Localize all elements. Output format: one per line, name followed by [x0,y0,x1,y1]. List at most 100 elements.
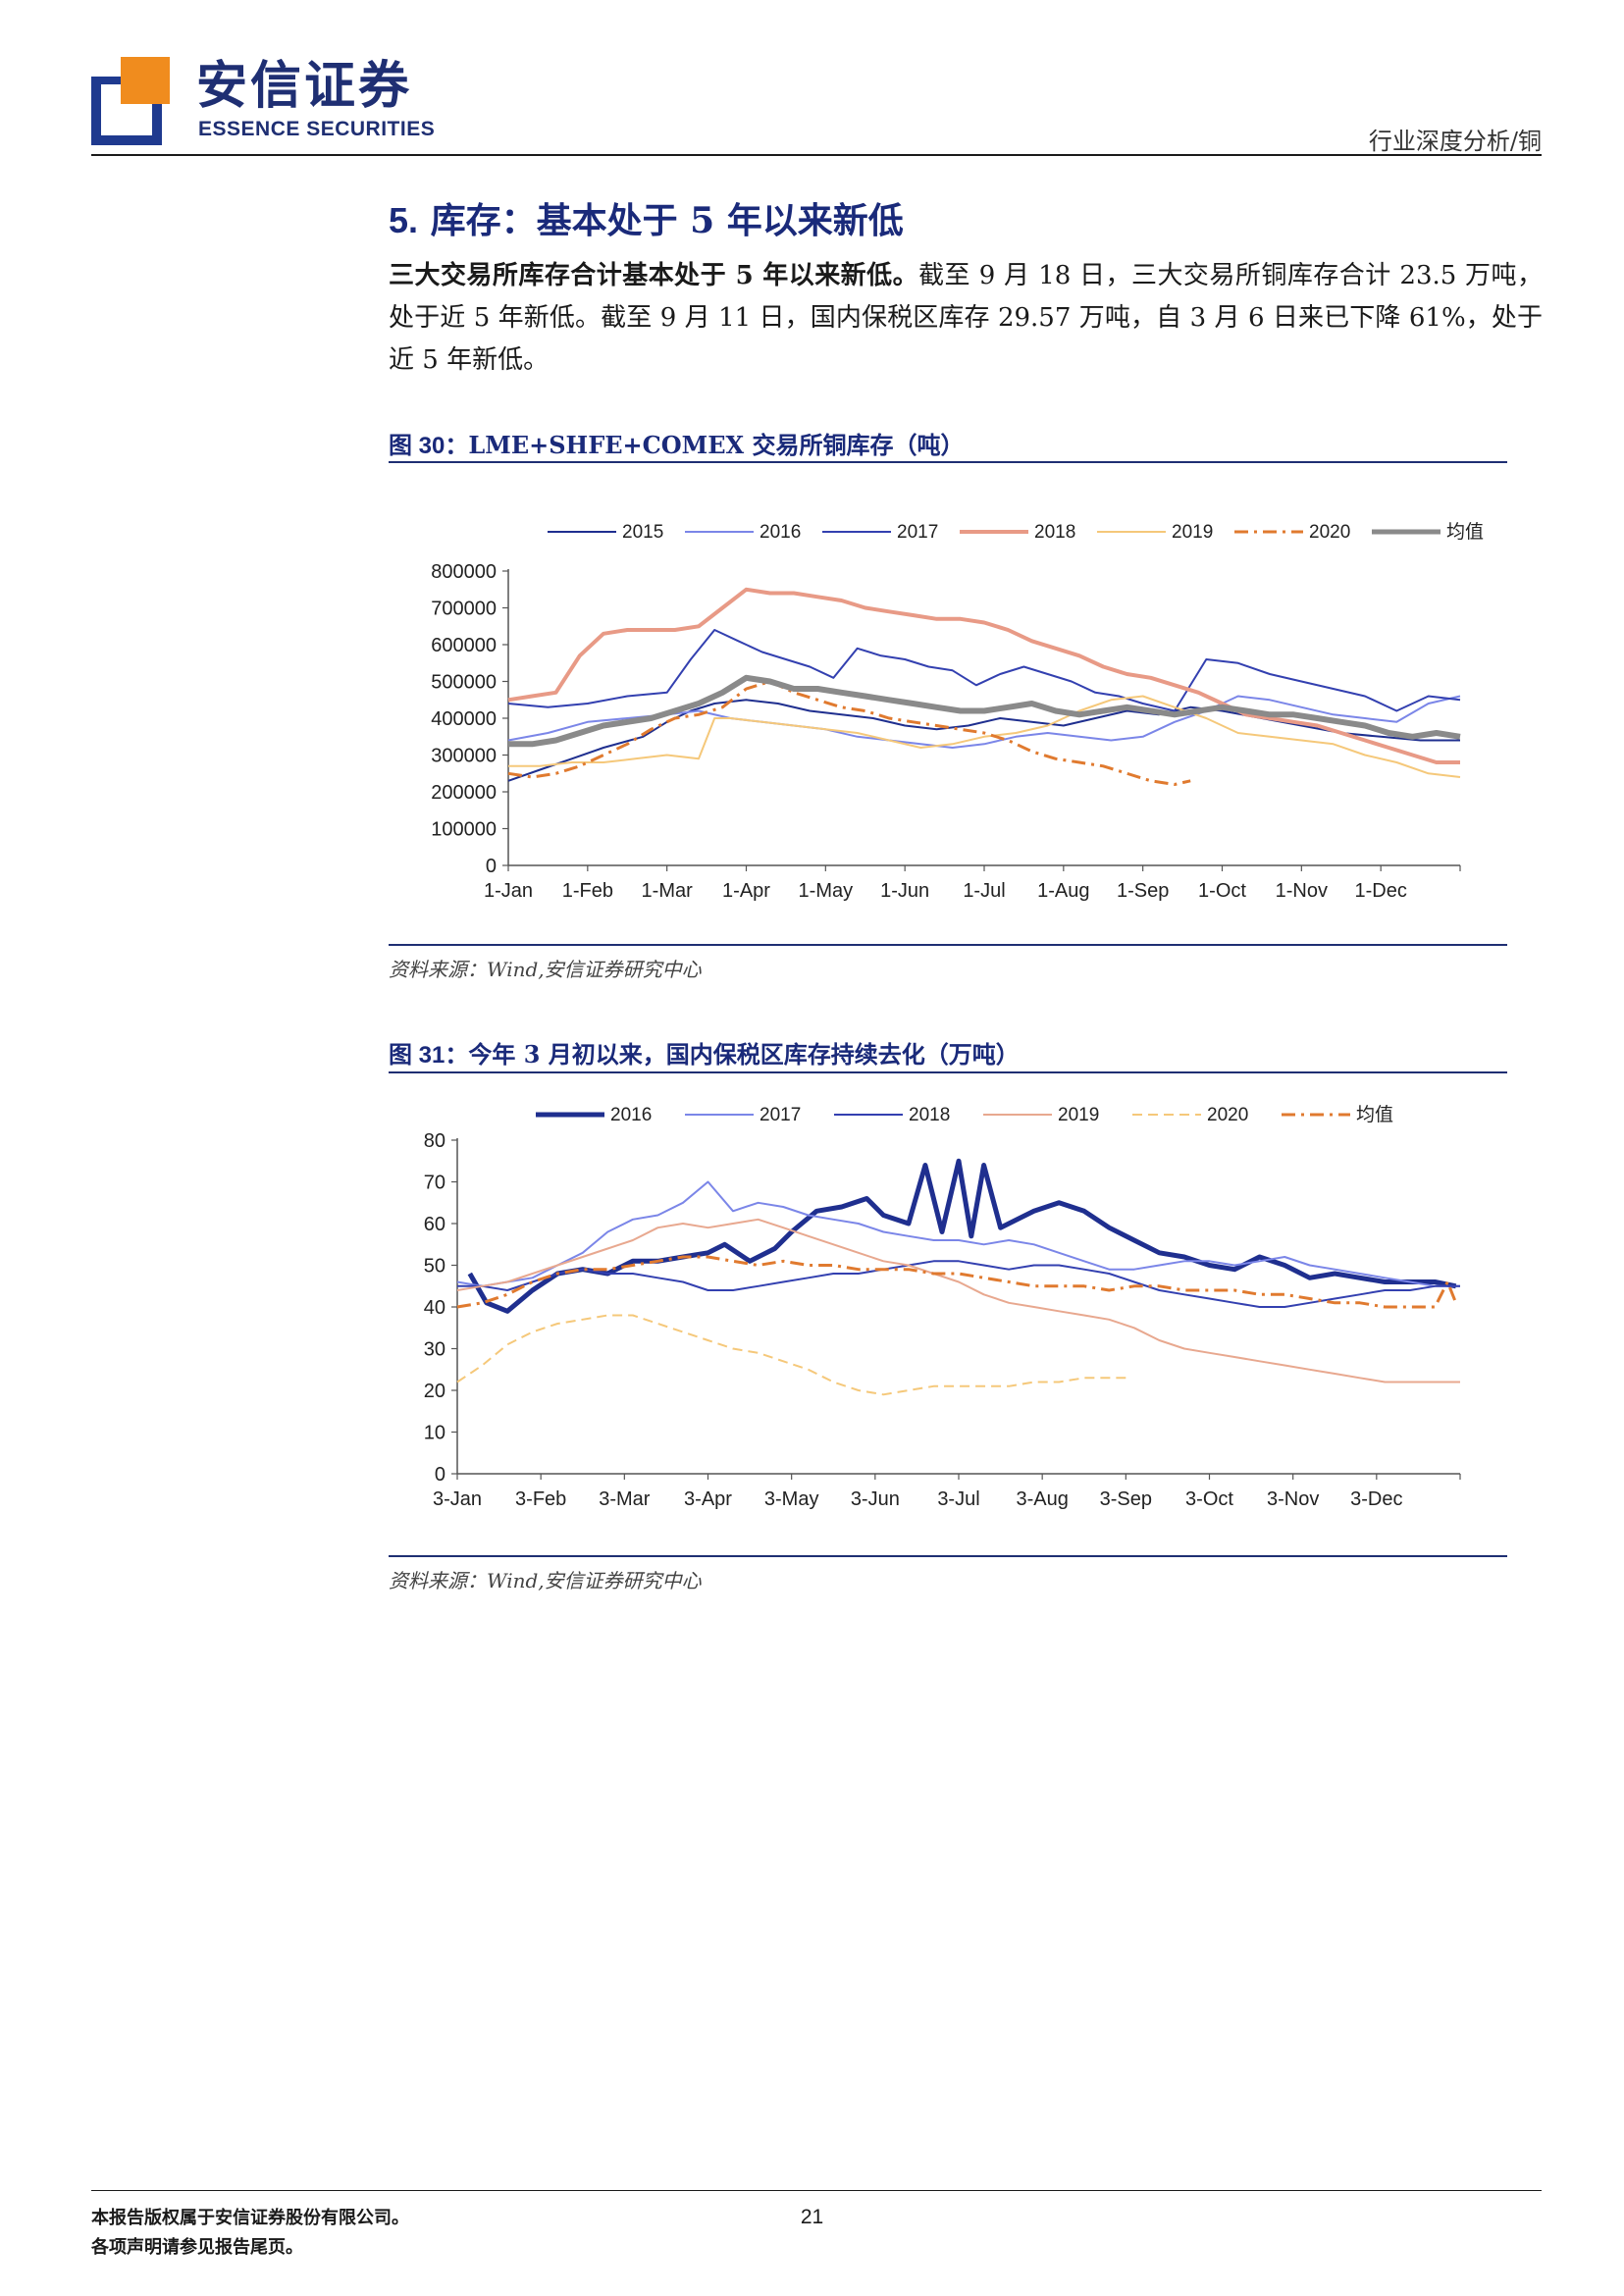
body-text: 截至 9 月 18 日，三大交易所铜库存合计 23.5 万吨，处于近 5 年新低… [389,261,1543,375]
figure-30-top-rule [389,461,1507,463]
series-line-2 [457,1260,1460,1308]
y-tick-label-0: 0 [486,856,497,877]
series-line-3 [507,587,1460,764]
y-tick-label-6: 60 [424,1214,445,1235]
chart-1-series [507,587,1461,786]
series-line-2 [507,629,1461,712]
x-tick-label-8: 3-Sep [1100,1488,1152,1510]
x-tick-label-2: 1-Mar [642,880,694,902]
brand-logo-icon [91,57,170,145]
legend-label-2: 2018 [909,1105,950,1125]
body-lead-bold: 三大交易所库存合计基本处于 5 年以来新低。 [389,261,919,290]
chart-1-axes: 0 100000 200000 300000 400000 500000 600000 700… [431,561,1461,902]
body-paragraph: 三大交易所库存合计基本处于 5 年以来新低。截至 9 月 18 日，三大交易所铜… [389,255,1543,382]
series-line-4 [456,1314,1126,1396]
figure-31-source: 资料来源：Wind,安信证券研究中心 [389,1569,702,1592]
x-tick-label-3: 1-Apr [722,880,770,902]
brand-name-cn: 安信证券 [196,57,413,116]
x-tick-label-11: 1-Dec [1354,880,1406,902]
section-number: 5. [389,200,419,240]
chart-2-series [456,1158,1460,1396]
figure-31-top-rule [389,1071,1507,1073]
legend-label-3: 2019 [1058,1105,1099,1125]
x-tick-label-3: 3-Apr [684,1488,732,1510]
chart-bonded-zone-copper-stocks: 2016 2017 2018 2019 2020 均值 0 10 20 30 40 50 60 70 80… [424,1104,1461,1510]
series-line-0 [467,1158,1457,1314]
brand-name-en: ESSENCE SECURITIES [198,118,436,140]
y-tick-label-2: 200000 [431,782,497,804]
logo-blue-frame [91,77,162,145]
y-tick-label-5: 500000 [431,672,497,694]
y-tick-label-8: 800000 [431,561,497,583]
figure-31-title: 今年 3 月初以来，国内保税区库存持续去化（万吨） [468,1040,1020,1069]
page-number: 21 [800,2206,824,2228]
document-category: 行业深度分析/铜 [1368,128,1542,155]
y-tick-label-5: 50 [424,1256,445,1278]
x-tick-label-7: 1-Aug [1037,880,1089,902]
series-line-1 [456,1180,1460,1287]
x-tick-label-4: 1-May [799,880,854,902]
series-line-5 [456,1255,1458,1309]
section-title-text: 库存：基本处于 5 年以来新低 [430,200,904,241]
series-line-6 [508,674,1461,748]
legend-label-6: 均值 [1446,521,1484,543]
x-tick-label-1: 3-Feb [515,1488,566,1510]
x-tick-label-4: 3-May [764,1488,819,1510]
y-tick-label-1: 100000 [431,819,497,841]
y-tick-label-3: 300000 [431,746,497,767]
y-tick-label-6: 600000 [431,635,497,656]
figure-30-bottom-rule [389,944,1507,946]
footer-copyright-line-2: 各项声明请参见报告尾页。 [91,2237,303,2258]
figure-30-source: 资料来源：Wind,安信证券研究中心 [389,958,702,981]
legend-label-1: 2017 [760,1105,801,1125]
x-tick-label-9: 1-Oct [1198,880,1246,902]
figure-30-label: 图 30 [389,433,445,459]
x-tick-label-11: 3-Dec [1350,1488,1402,1510]
chart-1-legend: 2015 2016 2017 2018 2019 2020 均值 [548,521,1484,543]
y-tick-label-4: 40 [424,1297,445,1319]
footer-divider [91,2190,1542,2191]
header-divider [91,154,1542,156]
chart-lme-shfe-comex-copper-stocks: 2015 2016 2017 2018 2019 2020 均值 0 100000 200000… [431,521,1484,902]
y-tick-label-3: 30 [424,1339,445,1361]
x-tick-label-2: 3-Mar [599,1488,651,1510]
x-tick-label-6: 3-Jul [937,1488,979,1510]
chart-2-legend: 2016 2017 2018 2019 2020 均值 [536,1104,1393,1125]
series-line-3 [456,1218,1460,1383]
legend-label-5: 均值 [1356,1104,1393,1125]
legend-label-5: 2020 [1309,522,1350,543]
x-tick-label-0: 3-Jan [433,1488,482,1510]
x-tick-label-1: 1-Feb [562,880,613,902]
legend-label-2: 2017 [897,522,938,543]
figure-31-caption: 图 31：今年 3 月初以来，国内保税区库存持续去化（万吨） [389,1040,1020,1069]
series-line-1 [507,695,1461,749]
figure-31-label: 图 31 [389,1042,445,1069]
figure-30-caption: 图 30：LME+SHFE+COMEX 交易所铜库存（吨） [389,431,965,459]
logo-orange-square [121,57,170,104]
x-tick-label-7: 3-Aug [1016,1488,1068,1510]
x-tick-label-10: 1-Nov [1276,880,1328,902]
chart-2-axes: 0 10 20 30 40 50 60 70 80 3-Jan 3-Feb 3-Mar 3-Apr 3-M… [424,1130,1461,1510]
legend-label-0: 2015 [622,522,663,543]
footer-copyright: 本报告版权属于安信证券股份有限公司。 各项声明请参见报告尾页。 [91,2204,409,2263]
y-tick-label-0: 0 [435,1464,445,1486]
figure-31-bottom-rule [389,1555,1507,1557]
y-tick-label-7: 70 [424,1173,445,1194]
y-tick-label-4: 400000 [431,708,497,730]
x-tick-label-0: 1-Jan [484,880,533,902]
y-tick-label-1: 10 [424,1423,445,1444]
legend-label-3: 2018 [1034,522,1075,543]
series-line-5 [507,680,1191,786]
legend-label-1: 2016 [760,522,801,543]
figure-30-title: LME+SHFE+COMEX 交易所铜库存（吨） [468,431,965,459]
x-tick-label-8: 1-Sep [1117,880,1169,902]
legend-label-4: 2019 [1172,522,1213,543]
x-tick-label-9: 3-Oct [1185,1488,1233,1510]
series-line-4 [508,695,1461,778]
x-tick-label-6: 1-Jul [963,880,1005,902]
section-heading: 5. 库存：基本处于 5 年以来新低 [389,192,904,243]
y-tick-label-8: 80 [424,1130,445,1152]
x-tick-label-5: 1-Jun [880,880,929,902]
footer-copyright-line-1: 本报告版权属于安信证券股份有限公司。 [91,2208,409,2228]
x-tick-label-5: 3-Jun [851,1488,900,1510]
